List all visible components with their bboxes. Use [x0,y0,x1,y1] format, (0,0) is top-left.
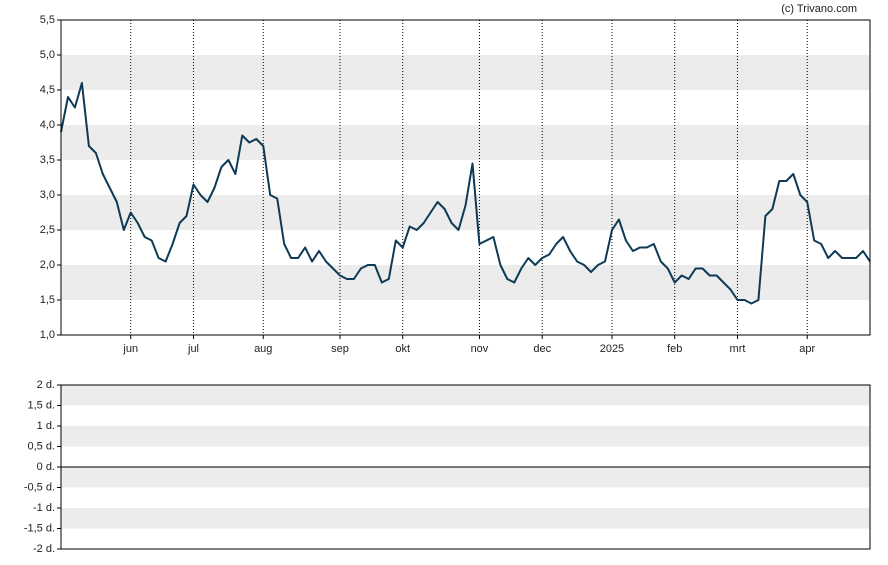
x-tick-label: mrt [730,343,746,355]
y-tick-label: 1,0 [40,329,55,341]
x-tick-label: okt [395,343,410,355]
grid-band [61,426,870,447]
x-tick-label: jun [122,343,138,355]
y-tick-label: 2,0 [40,259,55,271]
x-tick-label: jul [187,343,199,355]
y-tick-label: 3,5 [40,154,55,166]
y-tick-label: 3,0 [40,189,55,201]
y-tick-label: -0,5 d. [24,481,55,493]
y-tick-label: -2 d. [33,543,55,555]
plot-frame [60,384,871,550]
x-tick-label: nov [471,343,489,355]
grid-band [61,125,870,160]
x-tick-label: 2025 [600,343,624,355]
y-tick-label: -1,5 d. [24,522,55,534]
y-tick-label: 5,5 [40,14,55,26]
x-tick-label: feb [667,343,682,355]
grid-band [61,385,870,406]
y-tick-label: 1 d. [37,420,55,432]
y-tick-label: 1,5 d. [27,399,55,411]
x-tick-label: aug [254,343,272,355]
grid-band [61,467,870,488]
y-tick-label: 4,0 [40,119,55,131]
y-tick-label: 0 d. [37,461,55,473]
grid-band [61,265,870,300]
y-tick-label: 0,5 d. [27,440,55,452]
y-tick-label: -1 d. [33,502,55,514]
x-tick-label: apr [799,343,815,355]
grid-band [61,508,870,529]
x-tick-label: dec [533,343,551,355]
y-tick-label: 2 d. [37,379,55,391]
credit: (c) Trivano.com [781,3,857,15]
price-line [60,82,871,305]
grid-band [61,55,870,90]
plot-frame [60,19,871,336]
y-tick-label: 1,5 [40,294,55,306]
y-tick-label: 5,0 [40,49,55,61]
y-tick-label: 2,5 [40,224,55,236]
x-tick-label: sep [331,343,349,355]
y-tick-label: 4,5 [40,84,55,96]
